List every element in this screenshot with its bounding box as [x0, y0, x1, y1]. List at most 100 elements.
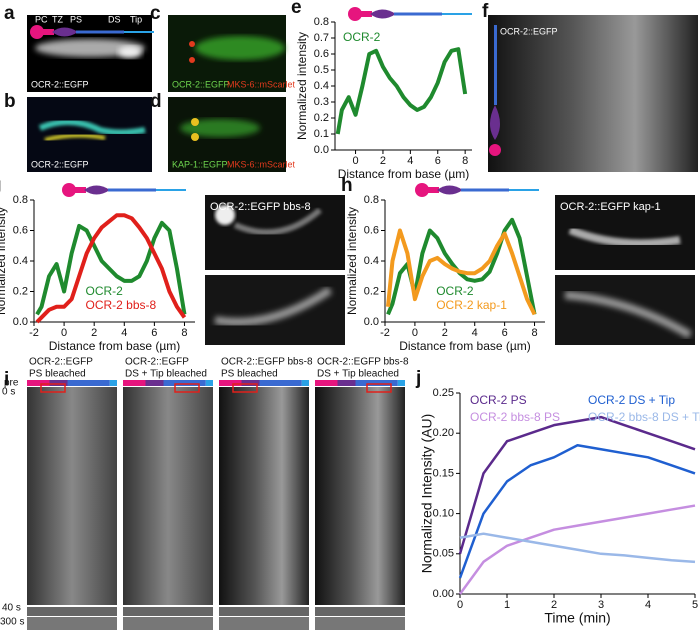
kymograph — [27, 617, 117, 630]
y-tick-label: 0.2 — [364, 285, 379, 297]
x-tick-label: 8 — [531, 327, 537, 339]
kymograph — [27, 607, 117, 616]
kymo-bar — [109, 380, 117, 386]
column-title: OCR-2::EGFP — [125, 357, 189, 368]
panel-letter: e — [291, 0, 302, 18]
bleach-box — [366, 383, 392, 393]
kymo-bar — [355, 380, 398, 386]
y-axis-title: Normalized Intensity (AU) — [419, 414, 435, 574]
series-line — [458, 415, 696, 555]
column-title: OCR-2::EGFP bbs-8 — [317, 357, 409, 368]
panel-letter: b — [4, 91, 16, 112]
x-tick-label: 4 — [407, 155, 413, 167]
kymograph — [315, 607, 405, 616]
caption: MKS-6::mScarlet — [227, 79, 296, 89]
y-tick-label: 0.8 — [364, 194, 379, 206]
x-tick-label: -2 — [380, 327, 390, 339]
y-tick-label: 0.7 — [314, 32, 329, 44]
x-tick-label: 2 — [91, 327, 97, 339]
caption: OCR-2::EGFP — [31, 79, 89, 89]
x-tick-label: 0 — [457, 599, 463, 611]
x-tick-label: 8 — [181, 327, 187, 339]
legend-entry: OCR-2 — [436, 284, 474, 298]
column-title: PS bleached — [221, 369, 278, 380]
y-tick-label: 0.4 — [314, 80, 329, 92]
column-title: OCR-2::EGFP — [29, 357, 93, 368]
y-tick-label: 0.20 — [433, 427, 454, 439]
caption: MKS-6::mScarlet — [227, 159, 296, 169]
panel-letter: h — [341, 175, 353, 196]
panel-letter: c — [150, 3, 161, 24]
series-line — [458, 444, 696, 579]
legend-entry: OCR-2 — [86, 284, 124, 298]
column-title: DS + Tip bleached — [317, 369, 399, 380]
region-label: PS — [70, 14, 82, 24]
time-label: 40 s — [2, 603, 21, 614]
kymo-bar — [397, 380, 405, 386]
region-label: TZ — [52, 14, 63, 24]
column-title: DS + Tip bleached — [125, 369, 207, 380]
kymograph — [219, 387, 309, 605]
y-tick-label: 0.8 — [13, 194, 28, 206]
panel-letter: i — [4, 369, 9, 390]
x-axis-title: Distance from base (µm) — [338, 167, 470, 181]
time-label: 300 s — [0, 617, 24, 628]
series-line — [35, 213, 187, 324]
x-tick-label: 0 — [412, 327, 418, 339]
y-tick-label: 0.4 — [364, 255, 379, 267]
caption: KAP-1::EGFP — [172, 159, 228, 169]
x-tick-label: 2 — [551, 599, 557, 611]
x-tick-label: 2 — [380, 155, 386, 167]
y-tick-label: 0.25 — [433, 387, 454, 399]
kymograph — [27, 387, 117, 605]
x-axis-title: Distance from base (µm) — [49, 339, 181, 353]
panel-letter: g — [0, 175, 2, 196]
kymo-bar — [123, 380, 146, 386]
y-tick-label: 0.2 — [13, 285, 28, 297]
legend-entry: OCR-2 DS + Tip — [588, 393, 675, 407]
x-tick-label: 4 — [121, 327, 127, 339]
kymograph — [315, 617, 405, 630]
x-tick-label: 5 — [692, 599, 698, 611]
y-tick-label: 0.5 — [314, 64, 329, 76]
x-axis-title: Time (min) — [544, 610, 610, 626]
bleach-box — [40, 383, 66, 393]
panel-letter: f — [482, 1, 489, 22]
y-tick-label: 0.15 — [433, 467, 454, 479]
y-tick-label: 0.4 — [13, 255, 28, 267]
x-tick-label: 0 — [61, 327, 67, 339]
kymograph — [123, 607, 213, 616]
legend-entry: OCR-2 — [343, 30, 381, 44]
kymograph — [219, 617, 309, 630]
kymo-bar — [205, 380, 213, 386]
kymo-bar — [259, 380, 302, 386]
kymo-bar — [163, 380, 206, 386]
legend-entry: OCR-2 bbs-8 — [86, 298, 157, 312]
panel-c: c OCR-2::EGFP MKS-6::mScarlet — [150, 3, 296, 92]
y-tick-label: 0.3 — [314, 96, 329, 108]
legend-entry: OCR-2 kap-1 — [436, 298, 507, 312]
x-tick-label: 6 — [435, 155, 441, 167]
series-line — [458, 504, 696, 595]
column-title: OCR-2::EGFP bbs-8 — [221, 357, 313, 368]
x-tick-label: 6 — [151, 327, 157, 339]
y-tick-label: 0.05 — [433, 548, 454, 560]
caption: OCR-2::EGFP — [172, 79, 230, 89]
x-tick-label: 4 — [645, 599, 651, 611]
kymo-bar — [337, 380, 356, 386]
kymograph — [123, 387, 213, 605]
y-tick-label: 0.6 — [364, 224, 379, 236]
region-label: DS — [108, 14, 121, 24]
y-axis-title: Normalized intensity — [0, 207, 8, 315]
kymo-bar — [219, 380, 242, 386]
x-tick-label: 4 — [472, 327, 478, 339]
legend-entry: OCR-2 PS — [470, 393, 527, 407]
y-tick-label: 0.0 — [314, 144, 329, 156]
y-axis-title: Normalized intensity — [295, 32, 309, 140]
caption: OCR-2::EGFP bbs-8 — [210, 201, 311, 213]
region-label: PC — [35, 14, 48, 24]
kymo-bar — [49, 380, 68, 386]
y-tick-label: 0.8 — [314, 16, 329, 28]
